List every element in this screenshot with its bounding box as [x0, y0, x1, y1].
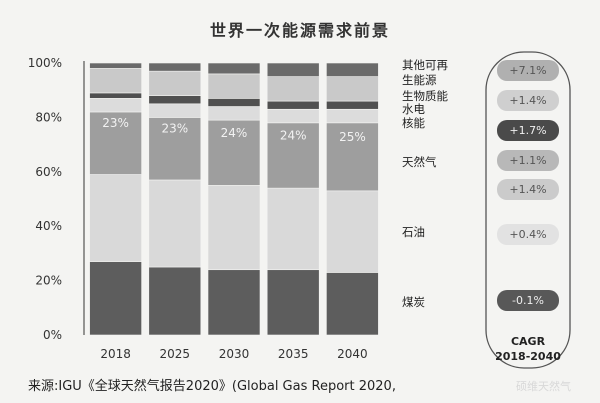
bar-segment [89, 174, 142, 262]
cagr-value: +1.7% [509, 124, 546, 137]
watermark: 硕维天然气 [516, 379, 571, 393]
bar-segment [89, 111, 142, 175]
cagr-pill [497, 224, 559, 245]
bar-segment [266, 108, 320, 124]
x-axis: 2018 2025 2030 2035 2040 [100, 347, 367, 361]
bar-segment [266, 269, 320, 336]
bar-data-label: 23% [161, 122, 188, 136]
bar-segment [148, 62, 202, 72]
x-tick-label: 2035 [278, 347, 309, 361]
x-tick-label: 2030 [219, 347, 250, 361]
cagr-period: 2018-2040 [495, 350, 561, 363]
legend-label: 生物质能 [402, 89, 448, 103]
legend-label: 煤炭 [402, 295, 425, 309]
bar-segment [207, 185, 261, 271]
bar-segment [148, 179, 202, 268]
cagr-panel: +7.1% +1.4% +1.7% +1.1% +1.4% +0.4% -0.1% CAGR 2… [485, 51, 571, 369]
bar-segment [207, 62, 261, 75]
bar-segment [326, 122, 379, 192]
bar-segment [207, 98, 261, 107]
cagr-pill [497, 90, 559, 111]
source-note: 来源:IGU《全球天然气报告2020》(Global Gas Report 20… [28, 378, 396, 394]
x-tick-label: 2040 [337, 347, 368, 361]
legend-label: 其他可再 [402, 58, 448, 72]
y-axis: 0% 20% 40% 60% 80% 100% [28, 56, 85, 342]
bars: 23% 23% 24% 24% 25% [89, 62, 379, 336]
legend-label: 生能源 [402, 73, 437, 87]
bar-segment [207, 106, 261, 121]
bar-segment [326, 108, 379, 124]
bar-segment [326, 100, 379, 110]
bar-data-label: 23% [102, 116, 129, 130]
bar-segment [207, 73, 261, 99]
cagr-title: CAGR [511, 335, 546, 348]
y-tick-label: 80% [35, 110, 62, 124]
bar-segment [148, 103, 202, 118]
cagr-value: +0.4% [509, 228, 546, 241]
cagr-pill [497, 120, 559, 141]
bar-segment [326, 62, 379, 77]
bar-segment [89, 62, 142, 69]
bar-segment [266, 62, 320, 77]
cagr-value: +7.1% [509, 64, 546, 77]
cagr-pill [497, 150, 559, 171]
bar-segment [326, 190, 379, 273]
bar-data-label: 24% [280, 128, 307, 142]
y-tick-label: 40% [35, 219, 62, 233]
y-tick-label: 100% [28, 56, 62, 70]
cagr-value: +1.1% [509, 154, 546, 167]
x-tick-label: 2025 [160, 347, 191, 361]
cagr-value: -0.1% [512, 294, 544, 307]
bar-segment [326, 76, 379, 102]
cagr-value: +1.4% [509, 183, 546, 196]
bar-segment [266, 122, 320, 189]
cagr-pill [497, 60, 559, 81]
bar-segment [89, 68, 142, 94]
bar-data-label: 24% [221, 126, 248, 140]
bar-segment [148, 70, 202, 96]
legend-label: 石油 [402, 225, 425, 239]
cagr-value: +1.4% [509, 94, 546, 107]
bar-segment [266, 76, 320, 102]
y-tick-label: 60% [35, 165, 62, 179]
bar-segment [148, 117, 202, 181]
bar-segment [89, 98, 142, 113]
legend-label: 水电 [402, 102, 425, 116]
y-tick-label: 20% [35, 274, 62, 288]
y-tick-label: 0% [43, 328, 62, 342]
bar-segment [266, 100, 320, 110]
legend-label: 天然气 [402, 155, 437, 169]
x-tick-label: 2018 [100, 347, 131, 361]
chart-title: 世界一次能源需求前景 [210, 21, 390, 40]
cagr-pill [497, 179, 559, 200]
bar-segment [207, 269, 261, 336]
bar-segment [148, 266, 202, 336]
bar-segment [326, 272, 379, 336]
legend-label: 核能 [402, 116, 425, 130]
cagr-pill [497, 290, 559, 311]
bar-segment [148, 95, 202, 105]
cagr-frame [485, 51, 571, 369]
bar-data-label: 25% [339, 130, 366, 144]
bar-segment [266, 187, 320, 271]
bar-segment [89, 261, 142, 336]
bar-segment [89, 92, 142, 99]
